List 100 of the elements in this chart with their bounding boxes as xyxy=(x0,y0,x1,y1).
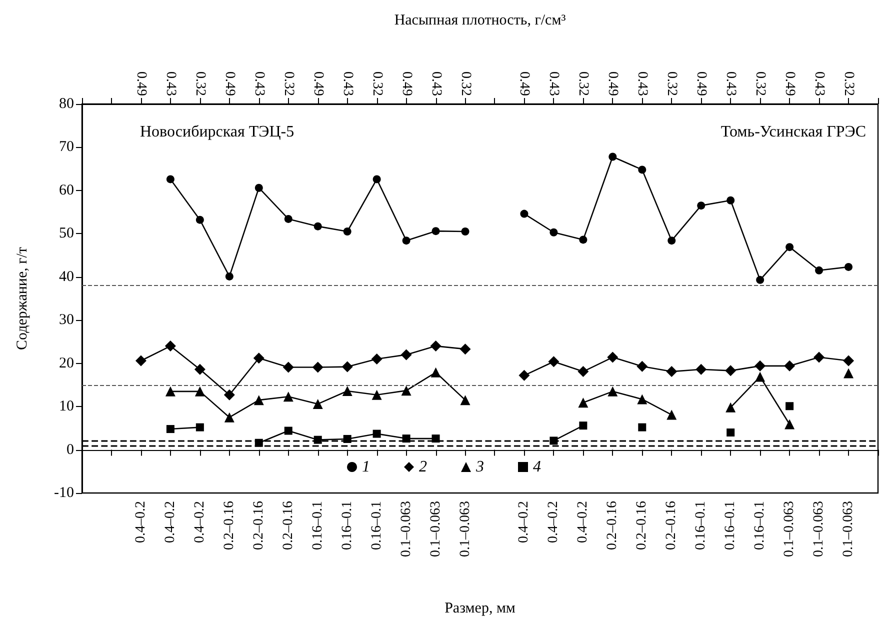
point xyxy=(402,236,410,245)
y-tick-label: 10 xyxy=(59,398,74,415)
x-tick-label: 0.16–0.1 xyxy=(694,501,709,550)
point xyxy=(283,392,294,402)
x-tick-label: 0.4–0.2 xyxy=(546,501,562,543)
text: 0.49 xyxy=(133,72,148,96)
point xyxy=(196,423,204,432)
point xyxy=(608,152,617,161)
y-tick-label: 80 xyxy=(59,96,74,112)
point xyxy=(637,394,648,404)
point xyxy=(400,349,412,360)
point xyxy=(224,389,235,400)
x-tick-label: 0.1–0.063 xyxy=(428,501,444,557)
point xyxy=(164,340,176,352)
legend-label: 2 xyxy=(419,458,427,476)
y-tick-label: 30 xyxy=(59,312,74,328)
point xyxy=(726,402,736,412)
legend-label: 4 xyxy=(533,458,541,476)
point xyxy=(550,228,558,236)
point xyxy=(608,386,618,396)
x-tick-label: 0.2–0.16 xyxy=(634,501,650,550)
point xyxy=(696,364,707,375)
x-tick-label: 0.2–0.16 xyxy=(280,501,296,550)
x-tick-label: 0.16–0.1 xyxy=(310,501,326,550)
text: 0.43 xyxy=(162,72,178,96)
point xyxy=(401,386,412,396)
text: 0.43 xyxy=(428,72,444,96)
point xyxy=(784,360,796,372)
legend-label: 1 xyxy=(362,458,370,476)
point xyxy=(726,428,735,436)
annotation: Новосибирская ТЭЦ-5 xyxy=(140,124,294,140)
y-axis-title: Содержание, г/т xyxy=(14,246,30,350)
x-tick-label: 0.16–0.1 xyxy=(723,501,738,550)
x-tick-label: 0.1–0.063 xyxy=(458,501,473,557)
text: 0.32 xyxy=(192,72,208,96)
point xyxy=(814,352,825,363)
point xyxy=(844,368,854,378)
point xyxy=(372,430,381,438)
point xyxy=(815,266,824,274)
point xyxy=(843,355,854,366)
x-tick-label: 0.1–0.063 xyxy=(398,501,414,557)
y-tick-label: 70 xyxy=(59,139,74,156)
point xyxy=(312,398,323,409)
point xyxy=(314,222,322,230)
point xyxy=(786,402,794,410)
point xyxy=(461,228,470,236)
text: 0.49 xyxy=(310,72,326,96)
point xyxy=(638,423,646,432)
point xyxy=(520,210,528,218)
x-tick-label: 0.2–0.16 xyxy=(605,501,620,550)
x-axis-title: Размер, мм xyxy=(444,600,516,616)
point xyxy=(579,236,588,244)
point xyxy=(165,386,176,396)
y-tick-label: -10 xyxy=(54,485,74,501)
point xyxy=(784,419,795,430)
legend-label: 3 xyxy=(475,458,484,476)
point xyxy=(607,352,618,363)
text: 0.32 xyxy=(752,72,768,96)
text: 0.43 xyxy=(812,72,827,96)
point xyxy=(224,412,234,422)
text: 0.32 xyxy=(664,72,680,96)
point xyxy=(548,356,560,368)
text: 0.49 xyxy=(516,72,532,96)
point xyxy=(754,360,766,372)
point xyxy=(253,352,264,364)
text: 0.43 xyxy=(251,72,266,96)
point xyxy=(284,214,292,223)
y-tick-label: 40 xyxy=(59,268,74,285)
text: 0.49 xyxy=(222,72,237,96)
point xyxy=(518,370,530,381)
text: 0.49 xyxy=(782,72,798,96)
point xyxy=(312,362,324,373)
point xyxy=(372,175,381,184)
point xyxy=(725,365,736,376)
point xyxy=(636,360,648,372)
point xyxy=(166,175,174,184)
x-tick-label: 0.1–0.063 xyxy=(812,501,827,557)
annotation: Томь-Усинская ГРЭС xyxy=(720,124,866,140)
x-tick-label: 0.4–0.2 xyxy=(516,501,532,543)
point xyxy=(579,422,588,430)
x-tick-label: 0.2–0.16 xyxy=(664,501,680,550)
text: 0.32 xyxy=(458,72,473,96)
text: 0.43 xyxy=(723,72,738,96)
point xyxy=(194,386,205,396)
point xyxy=(372,390,382,400)
point xyxy=(756,276,764,284)
x-tick-label: 0.4–0.2 xyxy=(192,501,208,543)
point xyxy=(371,354,382,365)
text: 0.43 xyxy=(546,72,562,96)
point xyxy=(343,228,352,236)
point xyxy=(460,344,471,355)
text: 0.32 xyxy=(576,72,591,96)
point xyxy=(282,362,294,373)
text: 0.43 xyxy=(634,72,650,96)
x-tick-label: 0.2–0.16 xyxy=(251,501,266,550)
point xyxy=(225,272,234,280)
y-tick-label: 50 xyxy=(59,226,74,242)
x-tick-label: 0.16–0.1 xyxy=(340,501,355,550)
y-tick-label: 20 xyxy=(59,355,74,372)
point xyxy=(755,372,766,382)
